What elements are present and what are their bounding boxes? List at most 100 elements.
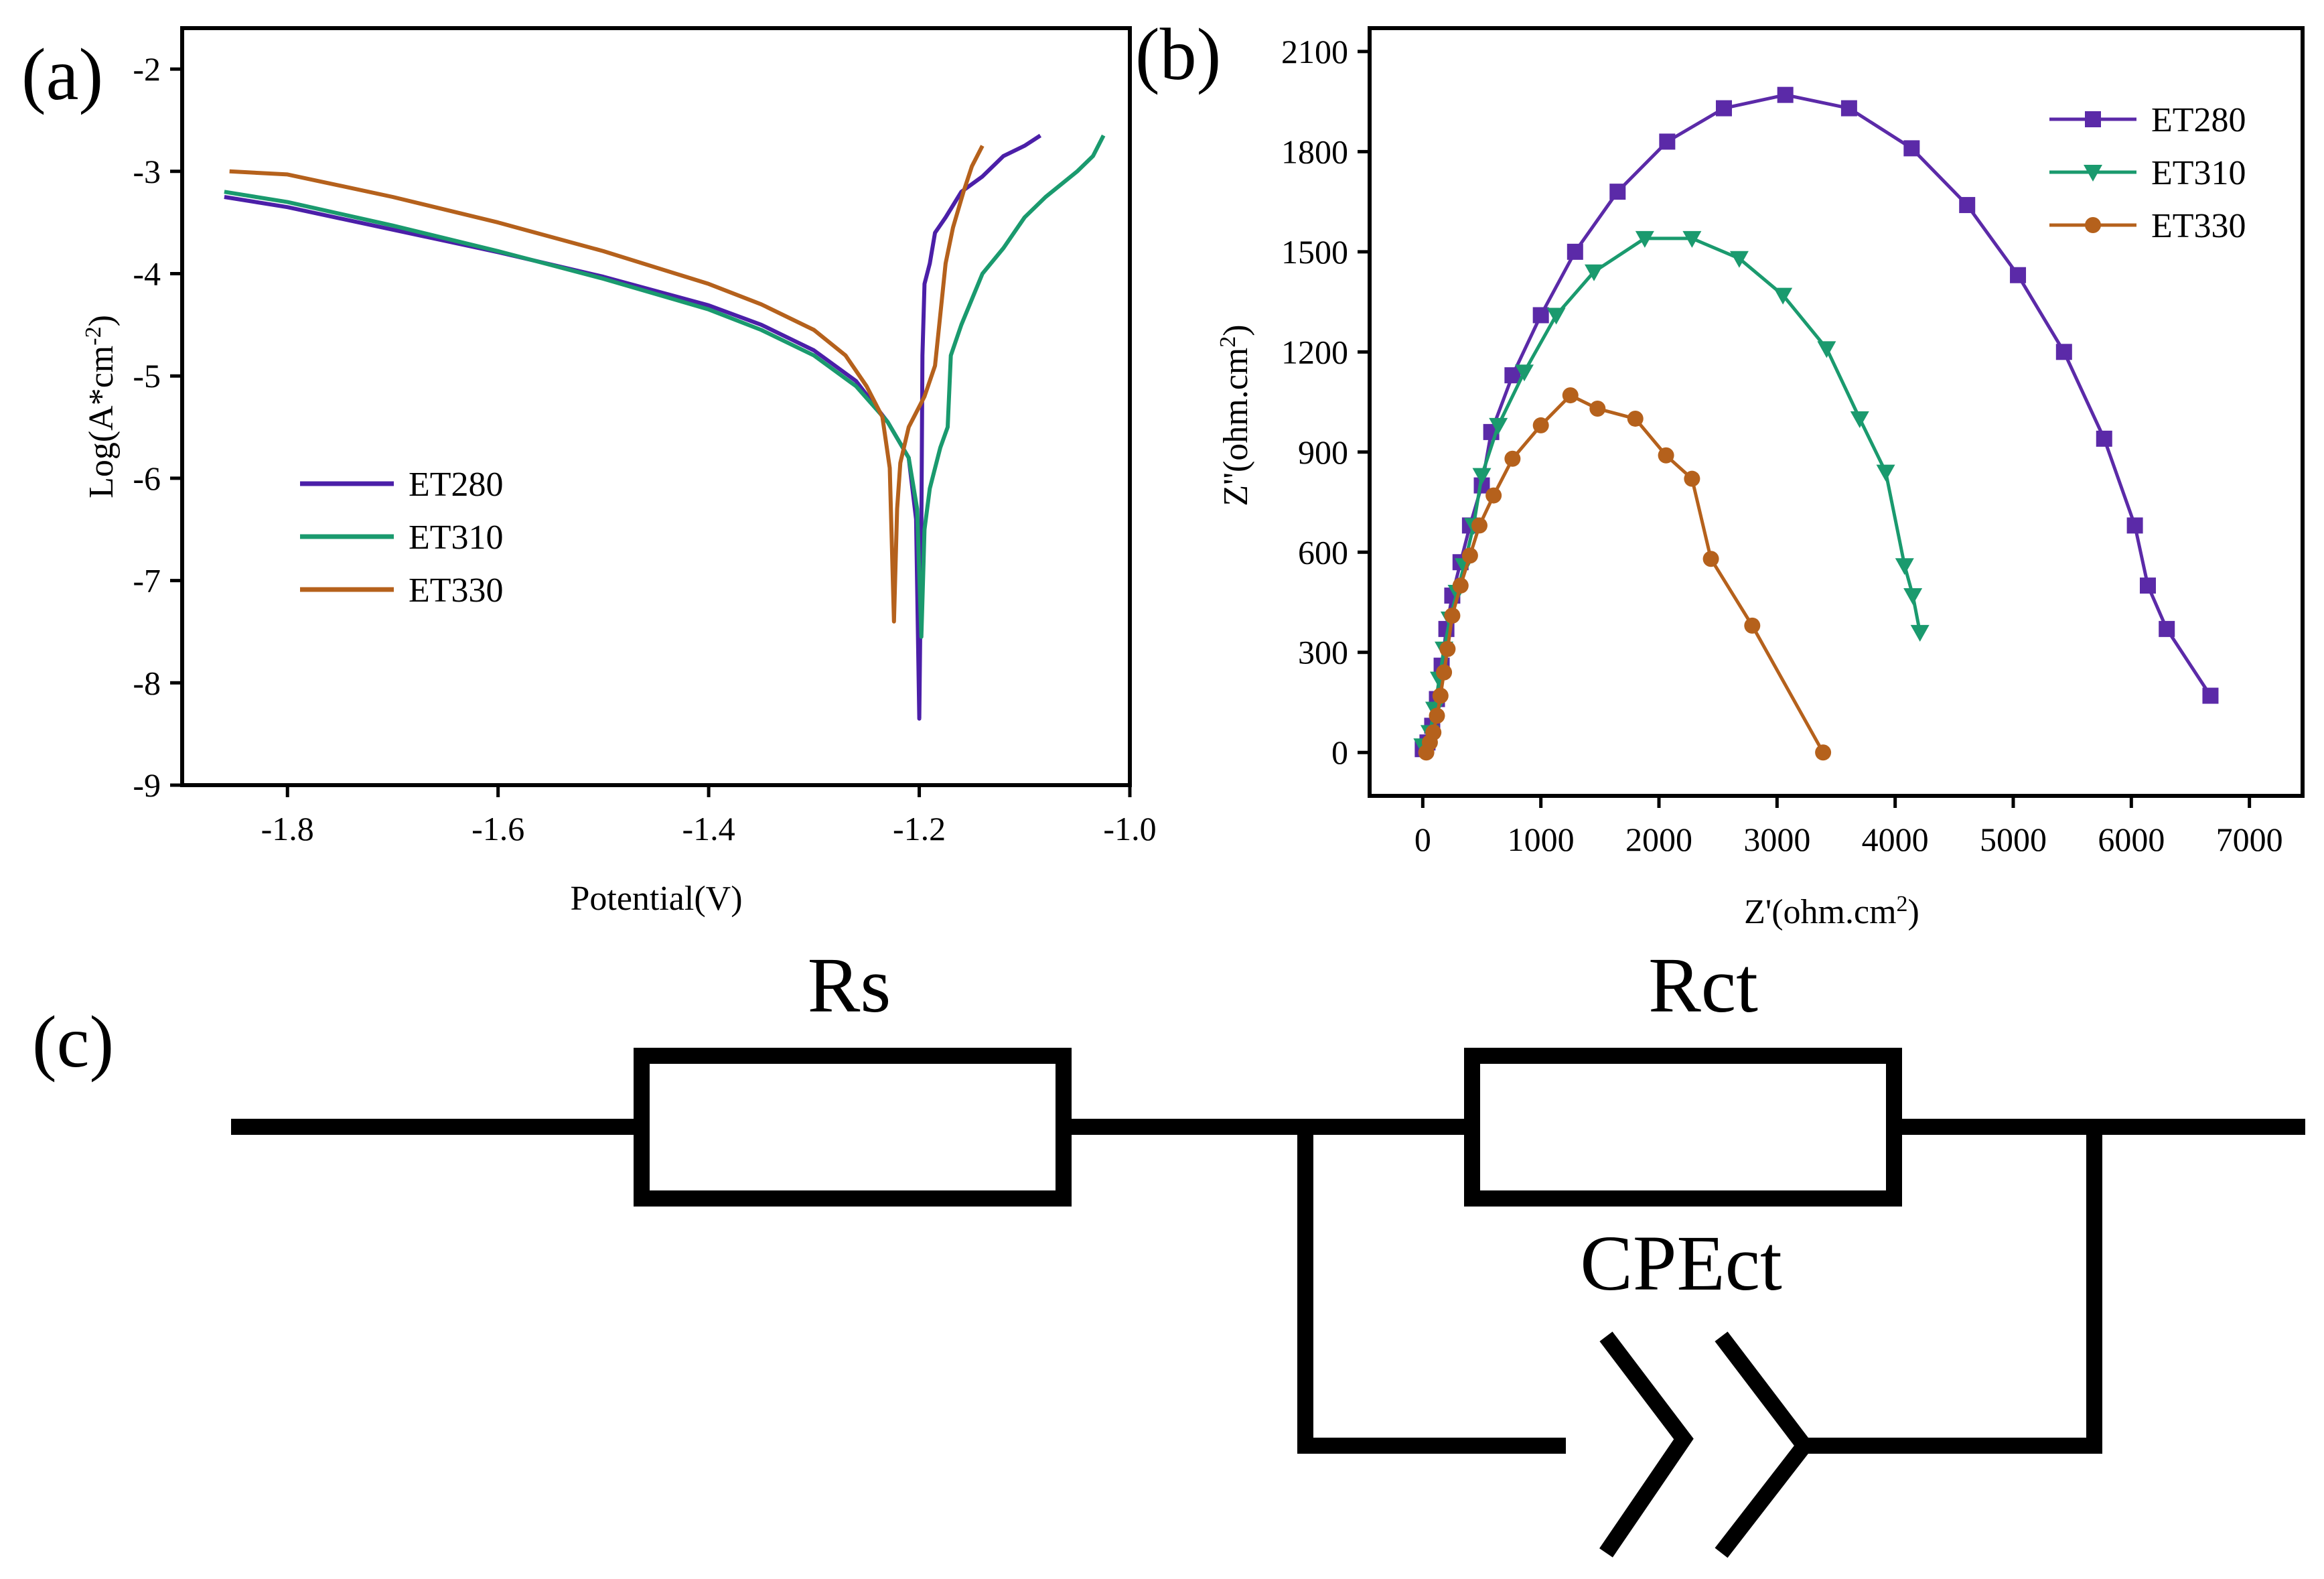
panel-b-point-et280 (1959, 197, 1976, 214)
panel-a-x-tick-label: -1.4 (682, 810, 735, 847)
panel-b-point-et280 (1659, 133, 1676, 150)
panel-b-plot-frame (1368, 26, 2305, 798)
panel-a-x-tick-label: -1.2 (893, 810, 946, 847)
panel-b-legend: ET280 ET310 ET330 (2049, 101, 2246, 245)
panel-b-legend-marker-et310 (2084, 165, 2102, 182)
panel-a-series-et310 (224, 134, 1106, 639)
panel-b-point-et330 (1658, 447, 1674, 464)
panel-b-point-et280 (1567, 243, 1583, 260)
rs-label: Rs (808, 941, 891, 1029)
resistor-rct (1464, 1048, 1902, 1207)
panel-b-point-et330 (1436, 664, 1453, 681)
panel-a-legend: ET280 ET310 ET330 (300, 466, 504, 610)
panel-b-point-et310 (1910, 624, 1930, 642)
panel-a-y-axis-label: Log(A*cm-2) (81, 315, 121, 498)
panel-b-point-et280 (2140, 577, 2157, 594)
panel-b-x-tick-label: 3000 (1743, 821, 1810, 858)
panel-b-y-tick-label: 900 (1298, 433, 1348, 471)
panel-b-point-et330 (1452, 577, 1469, 594)
panel-b-x-axis-label-sup: 2 (1897, 892, 1908, 916)
panel-b-point-et280 (2096, 430, 2112, 447)
panel-b-point-et330 (1815, 744, 1832, 761)
panel-b-point-et310 (1729, 251, 1749, 268)
panel-a-y-tick-label: -2 (133, 50, 161, 88)
panel-b-point-et280 (1504, 367, 1521, 384)
panel-b-y-tick-label: 2100 (1281, 33, 1348, 70)
panel-b-point-et280 (1609, 184, 1626, 200)
panel-b-point-et280 (2159, 620, 2175, 637)
panel-b-x-tick-label: 6000 (2098, 821, 2165, 858)
panel-b-x-tick-label: 1000 (1508, 821, 1575, 858)
panel-b-point-et330 (1589, 401, 1606, 417)
panel-b-point-et310 (1585, 264, 1604, 281)
panel-b-label: (b) (1135, 13, 1221, 95)
panel-b-point-et310 (1489, 417, 1508, 435)
panel-a-y-axis-label-base: Log(A*cm (82, 346, 121, 498)
panel-a-legend-label: ET280 (409, 466, 504, 504)
panel-b-point-et280 (1532, 307, 1549, 324)
panel-a-y-tick-label: -9 (133, 766, 161, 804)
circuit-wire-parallel-left (1297, 1127, 1566, 1454)
panel-c-equivalent-circuit (231, 1048, 2305, 1558)
panel-b-x-tick-label: 4000 (1862, 821, 1929, 858)
panel-b-series-group (1413, 86, 2219, 761)
panel-b-x-tick-label: 0 (1414, 821, 1431, 858)
panel-a-y-tick-label: -6 (133, 460, 161, 497)
resistor-rs (634, 1048, 1072, 1207)
panel-a-y-tick-label: -5 (133, 357, 161, 395)
panel-b-legend-label: ET330 (2151, 207, 2246, 245)
panel-a-x-axis-label: Potential(V) (570, 880, 742, 918)
panel-b-x-tick-label: 5000 (1980, 821, 2047, 858)
cpect-label: CPEct (1580, 1219, 1782, 1307)
panel-a-series-et330 (229, 145, 985, 624)
panel-b-y-tick-label: 1800 (1281, 133, 1348, 170)
panel-b-point-et310 (1635, 230, 1654, 248)
panel-b-point-et310 (1850, 411, 1869, 428)
panel-b-nyquist-chart: (b) 0 1000 2000 3000 4000 5000 6000 7000 0 300 60… (1135, 13, 2305, 932)
panel-a-x-axis: -1.8 -1.6 -1.4 -1.2 -1.0 (261, 785, 1157, 847)
panel-b-x-axis-label-base: Z'(ohm.cm (1744, 893, 1896, 931)
panel-b-point-et330 (1432, 687, 1449, 704)
cpe-left-plate (1599, 1331, 1694, 1558)
panel-a-polarization-chart: (a) -1.8 -1.6 -1.4 -1.2 -1.0 -9-8-7-6-5-4-3-… (21, 26, 1157, 918)
panel-b-point-et280 (2010, 267, 2027, 283)
circuit-wire-parallel-right (1804, 1127, 2102, 1454)
panel-b-point-et310 (1876, 464, 1895, 482)
panel-b-x-axis-label-close: ) (1908, 893, 1919, 931)
panel-b-point-et310 (1514, 364, 1534, 382)
panel-b-point-et280 (2202, 687, 2219, 704)
panel-b-x-tick-label: 7000 (2216, 821, 2283, 858)
panel-b-point-et330 (1562, 387, 1579, 404)
panel-a-y-tick-label: -8 (133, 664, 161, 701)
panel-b-point-et280 (2126, 517, 2143, 534)
panel-a-x-tick-label: -1.6 (471, 810, 524, 847)
panel-b-point-et330 (1744, 617, 1761, 634)
panel-b-point-et310 (1682, 230, 1702, 248)
panel-b-y-axis-label-sup: 2 (1216, 336, 1240, 348)
panel-b-x-axis-label: Z'(ohm.cm2) (1744, 892, 1919, 932)
panel-b-x-tick-label: 2000 (1625, 821, 1692, 858)
panel-a-y-tick-label: -4 (133, 255, 161, 292)
panel-b-point-et280 (2055, 344, 2072, 360)
panel-b-y-tick-label: 1200 (1281, 333, 1348, 370)
panel-a-legend-label: ET330 (409, 571, 504, 610)
panel-a-legend-label: ET310 (409, 519, 504, 557)
panel-b-y-axis: 0 300 600 900 1200 1500 1800 2100 (1281, 33, 1370, 771)
panel-b-x-axis: 0 1000 2000 3000 4000 5000 6000 7000 (1414, 796, 2283, 858)
panel-c-label: (c) (32, 1001, 114, 1083)
panel-b-legend-marker-et330 (2085, 217, 2101, 233)
panel-b-point-et330 (1471, 517, 1487, 534)
panel-a-series-group (224, 133, 1106, 721)
cpe-right-plate (1715, 1331, 1815, 1558)
panel-b-point-et330 (1627, 410, 1644, 427)
panel-b-point-et310 (1472, 468, 1492, 485)
panel-b-point-et330 (1702, 551, 1719, 567)
panel-a-y-axis: -9 -8 -7 -6 -5 -4 -3 -2 (133, 50, 182, 804)
panel-b-y-axis-label: Z''(ohm.cm2) (1216, 324, 1256, 506)
panel-a-y-axis-label-close: ) (82, 315, 121, 326)
panel-a-plot-frame (180, 26, 1132, 787)
panel-b-point-et280 (1903, 140, 1920, 157)
panel-b-point-et280 (1777, 86, 1794, 103)
panel-b-point-et310 (1546, 307, 1566, 325)
panel-b-point-et310 (1895, 558, 1914, 575)
